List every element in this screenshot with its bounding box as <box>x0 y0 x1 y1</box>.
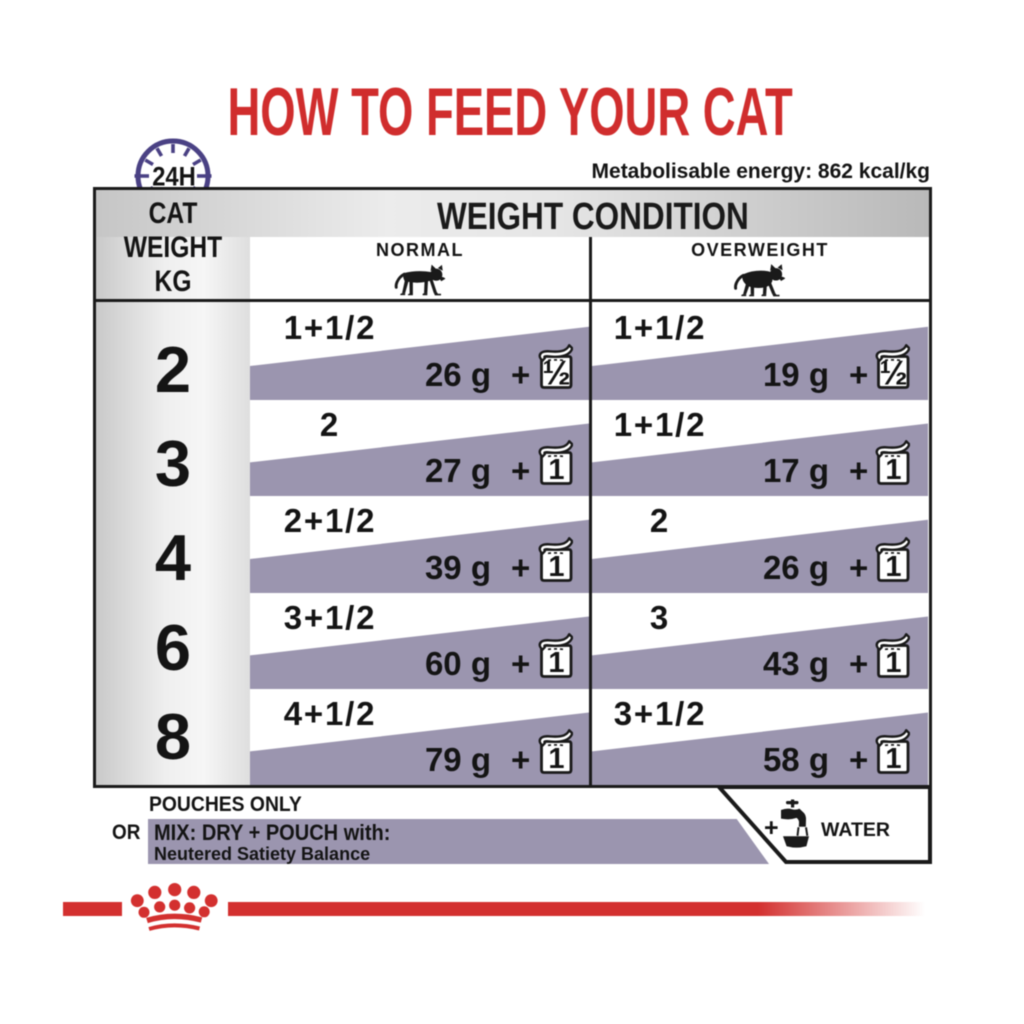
svg-text:24H: 24H <box>152 162 196 192</box>
svg-text:1: 1 <box>885 647 901 678</box>
svg-text:1: 1 <box>885 454 901 485</box>
svg-text:1: 1 <box>885 551 901 582</box>
svg-text:1: 1 <box>548 647 564 678</box>
svg-text:½: ½ <box>879 355 907 390</box>
svg-text:1: 1 <box>548 454 564 485</box>
svg-text:1: 1 <box>885 743 901 774</box>
svg-text:1: 1 <box>548 551 564 582</box>
svg-text:1: 1 <box>548 743 564 774</box>
svg-text:½: ½ <box>542 355 570 390</box>
